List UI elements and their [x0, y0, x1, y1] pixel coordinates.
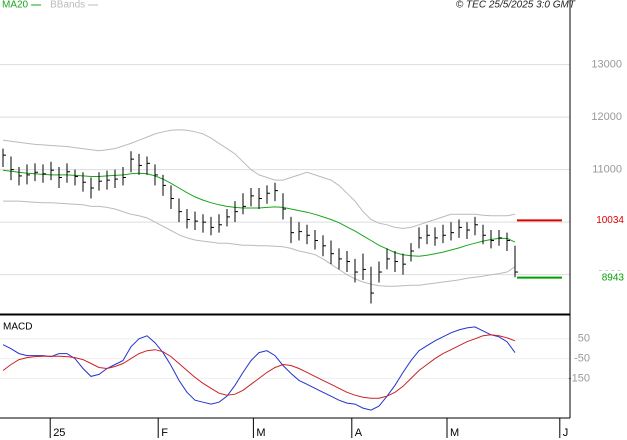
- level-label-bg: [575, 213, 625, 228]
- copyright: © TEC 25/5/2025 3:0 GMT: [456, 0, 576, 11]
- x-tick-label: M: [450, 427, 459, 439]
- x-tick-label: A: [355, 427, 363, 439]
- y-tick-label: 12000: [591, 111, 622, 123]
- macd-line: [2, 334, 516, 399]
- x-tick-label: 25: [53, 427, 65, 439]
- level-label: 10034: [596, 215, 624, 226]
- legend-label: MA20: [2, 0, 29, 11]
- x-tick-label: F: [161, 427, 168, 439]
- level-label: 8943: [602, 272, 625, 283]
- x-tick-label: J: [563, 427, 569, 439]
- bband-upper: [2, 129, 516, 229]
- x-tick-label: M: [256, 427, 265, 439]
- y-tick-label: 13000: [591, 59, 622, 71]
- y-tick-label: 11000: [592, 164, 622, 176]
- bband-lower: [3, 200, 516, 287]
- y-tick-label: 50: [578, 333, 590, 345]
- ma20-line: [2, 169, 516, 257]
- y-tick-label: -50: [574, 352, 590, 364]
- macd-title: MACD: [3, 322, 32, 333]
- level-label-bg: [575, 270, 625, 285]
- legend-label: BBands: [50, 0, 85, 11]
- y-tick-label: -150: [568, 372, 590, 384]
- macd-line: [2, 326, 516, 411]
